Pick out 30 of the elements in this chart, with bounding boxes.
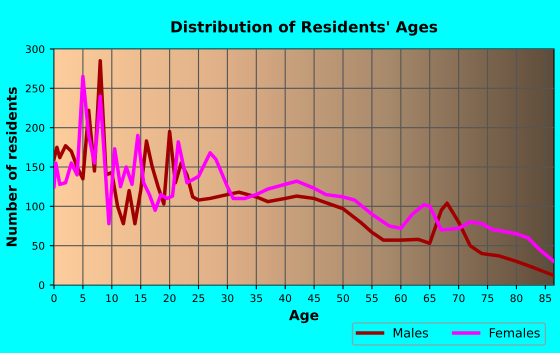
x-tick-label: 80: [510, 294, 522, 302]
x-axis-title: Age: [289, 310, 318, 324]
y-tick-label: 250: [26, 84, 44, 92]
y-tick-label: 150: [26, 163, 44, 172]
x-tick-label: 20: [164, 294, 176, 302]
legend-label: Females: [490, 328, 540, 338]
y-tick-label: 50: [32, 242, 44, 250]
x-tick-label: 35: [250, 294, 262, 302]
x-tick-label: 25: [192, 294, 204, 302]
x-tick-label: 30: [222, 294, 234, 302]
x-tick-label: 40: [279, 294, 292, 302]
x-tick-label: 50: [337, 294, 349, 302]
chart-title: Distribution of Residents' Ages: [171, 20, 438, 36]
x-tick-label: 10: [106, 294, 118, 302]
x-tick-label: 0: [51, 294, 57, 302]
x-tick-label: 70: [452, 294, 465, 302]
y-tick-label: 300: [26, 45, 44, 54]
x-tick-label: 45: [308, 294, 320, 302]
x-tick-label: 60: [394, 294, 407, 302]
x-tick-label: 65: [424, 294, 436, 302]
y-tick-label: 200: [26, 124, 44, 132]
x-tick-label: 55: [366, 294, 378, 302]
y-tick-label: 100: [26, 202, 44, 210]
x-tick-label: 5: [80, 294, 86, 302]
y-tick-label: 0: [39, 281, 44, 290]
x-tick-label: 15: [135, 294, 146, 302]
x-tick-label: 75: [482, 294, 494, 302]
legend-label: Males: [394, 328, 428, 338]
y-axis-title: Number of residents: [6, 87, 17, 246]
x-tick-label: 85: [539, 294, 552, 302]
